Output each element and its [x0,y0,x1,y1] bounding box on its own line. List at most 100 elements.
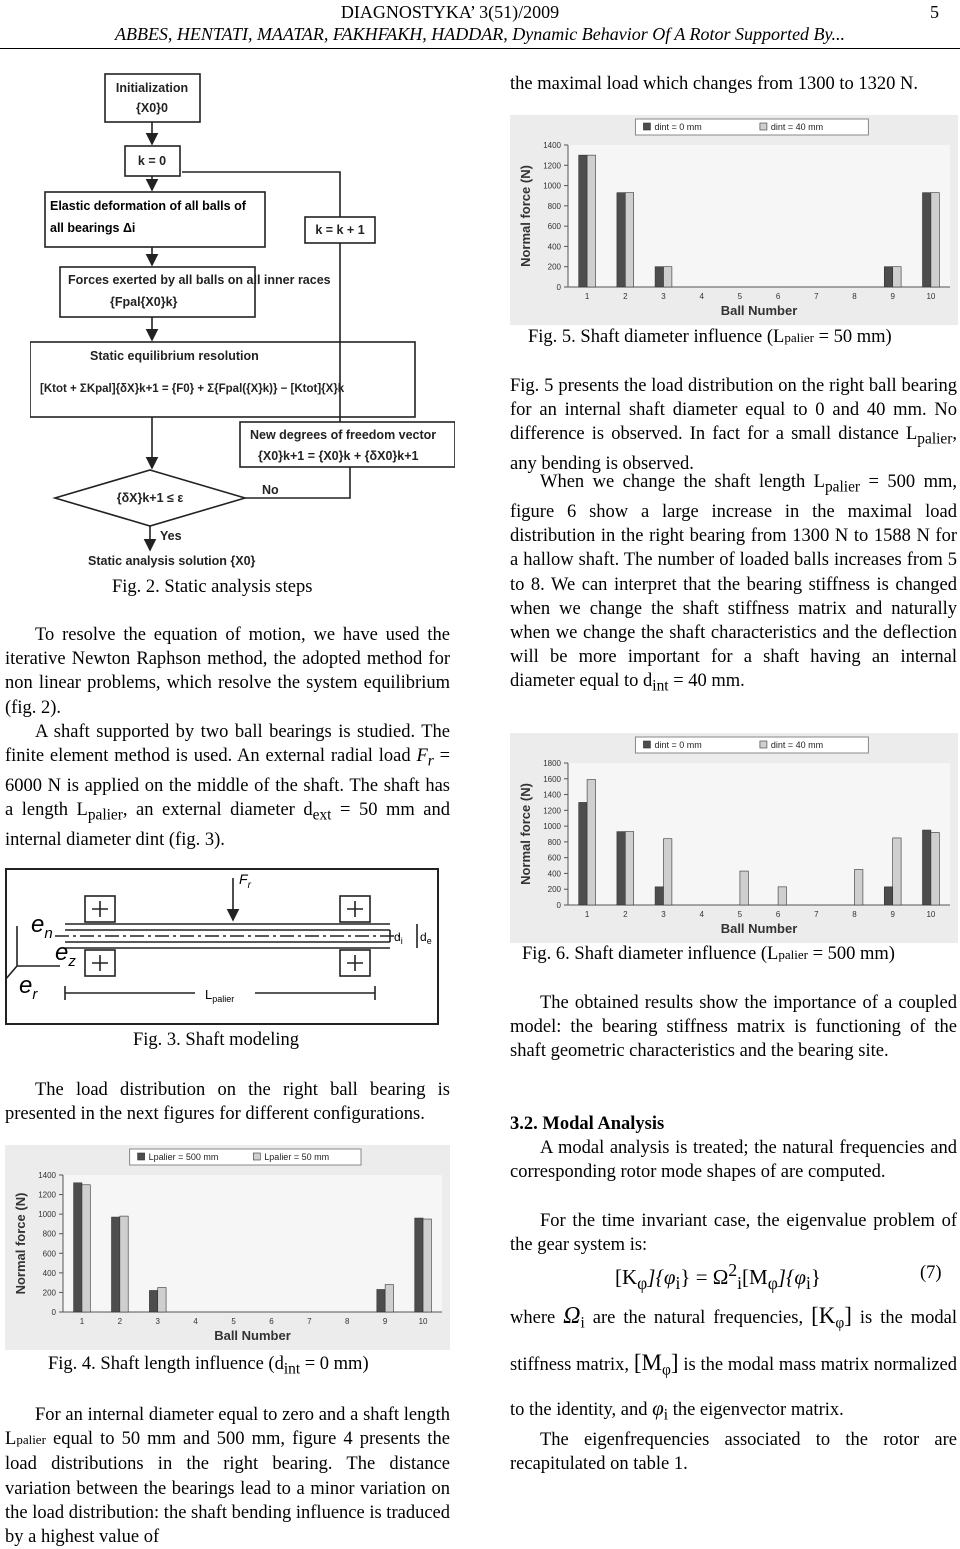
y-tick-label: 0 [557,901,562,910]
y-tick-label: 1000 [543,182,561,191]
text-run: ] [844,1303,852,1328]
bar [616,192,626,288]
caption: Fig. 6. Shaft diameter influence (Lpalie… [522,944,895,965]
text-run: are the natural frequencies, [584,1308,812,1328]
box [59,266,256,318]
bar [81,1184,91,1313]
bar [739,870,749,906]
x-tick-label: 2 [623,910,628,919]
text-run: [M [633,1349,662,1375]
label: Lpalier [205,987,234,1004]
y-tick-label: 1400 [543,141,561,150]
x-tick-label: 3 [661,292,666,301]
y-tick-label: 1200 [543,806,561,815]
y-tick-label: 1000 [543,822,561,831]
bar [376,1289,386,1313]
text-run: L [205,987,212,1002]
label: Static equilibrium resolution [90,349,259,363]
shaft-diagram: Fr di de Lpalier en ez er [5,868,439,1025]
text-run: e [31,911,44,938]
section-heading: 3.2. Modal Analysis [510,1114,665,1134]
bar-chart: 0 200 400 600 800 1000 1200 1400 1 2 3 4 5 6 7 8 9 10 Ball… [510,115,958,325]
legend-label: dint = 0 mm [654,122,701,132]
text-run: = 6000 N is applied on the middle of the… [5,746,450,821]
bar [930,192,940,288]
text-run: = 0 mm) [300,1354,369,1374]
y-tick-label: 800 [548,202,562,211]
y-tick-label: 1400 [38,1171,56,1180]
legend-swatch [643,740,651,749]
text-run: F [416,746,428,767]
label: er [19,972,38,1003]
paragraph: The obtained results show the importance… [510,993,957,1062]
equation: [Kφ]{φi} = Ω2i[Mφ]{φi} [615,1258,865,1295]
bar-chart: 0 200 400 600 800 1000 1200 1400 1600 1800 1 2 3 4 5 6 7… [510,733,958,943]
text-run: 2 [728,1260,738,1280]
paragraph: A modal analysis is treated; the natural… [510,1138,957,1183]
label: Initialization [116,81,188,95]
legend-label: Lpalier = 50 mm [264,1152,329,1162]
paragraph: Fig. 5 presents the load distribution on… [510,374,957,477]
legend-label: Lpalier = 500 mm [149,1152,219,1162]
label: k = 0 [138,154,166,168]
x-tick-label: 5 [231,1317,236,1326]
x-axis-label: Ball Number [721,303,798,318]
paragraph: the maximal load which changes from 1300… [510,74,918,94]
box [44,191,266,248]
text-run: equal to 50 mm and 500 mm, figure 4 pres… [5,1429,450,1548]
text-run: ] [670,1349,679,1375]
legend-swatch [137,1152,145,1161]
x-tick-label: 10 [926,910,935,919]
bar [922,192,932,288]
x-tick-label: 8 [852,910,857,919]
bar [654,886,664,906]
x-tick-label: 7 [307,1317,312,1326]
bar [73,1182,83,1313]
y-tick-label: 1000 [38,1210,56,1219]
text-run: where [510,1308,564,1328]
label: {X0}0 [136,101,168,115]
text-run: int [652,678,669,695]
text-run: is the modal stiffness matrix, [510,1308,957,1375]
text-run: = 500 mm) [807,944,895,964]
text-run: = 50 mm and internal diameter dint (fig.… [5,800,450,851]
x-tick-label: 4 [699,910,704,919]
legend-label: dint = 40 mm [771,122,823,132]
text-run: n [44,925,52,942]
equation-number: (7) [920,1263,942,1283]
legend-swatch [643,122,651,131]
text-run: palier [784,330,814,345]
bar-chart: 0 200 400 600 800 1000 1200 1400 1 2 3 4 5 6 7 8 9 10 Ball… [5,1145,450,1350]
running-title: ABBES, HENTATI, MAATAR, FAKHFAKH, HADDAR… [0,24,960,49]
x-tick-label: 4 [699,292,704,301]
bar [616,831,626,906]
text-run: [K [615,1265,638,1289]
text-run: Fig. 4. Shaft length influence (d [48,1354,284,1374]
x-tick-label: 7 [814,292,819,301]
paragraph: The load distribution on the right ball … [5,1080,450,1125]
bar [892,266,902,288]
bar [578,802,588,906]
text-run: d [394,930,401,944]
bar [654,266,664,288]
x-tick-label: 1 [585,292,590,301]
bar [922,829,932,906]
label: No [262,483,279,497]
bar [149,1290,159,1313]
label: Fr [239,871,252,891]
bar [883,266,893,288]
text-run: Fig. 5 presents the load distribution on… [510,376,957,445]
y-tick-label: 400 [548,869,562,878]
text-run: i [675,1273,681,1294]
text-run: } [810,1265,821,1289]
text-run: F [239,871,249,887]
text-run: φ [835,1314,845,1332]
label: New degrees of freedom vector [250,428,436,442]
y-tick-label: 600 [548,222,562,231]
text-run: i [737,1273,743,1294]
label: de [420,930,432,946]
paragraph: To resolve the equation of motion, we ha… [5,625,450,718]
legend-swatch [253,1152,261,1161]
